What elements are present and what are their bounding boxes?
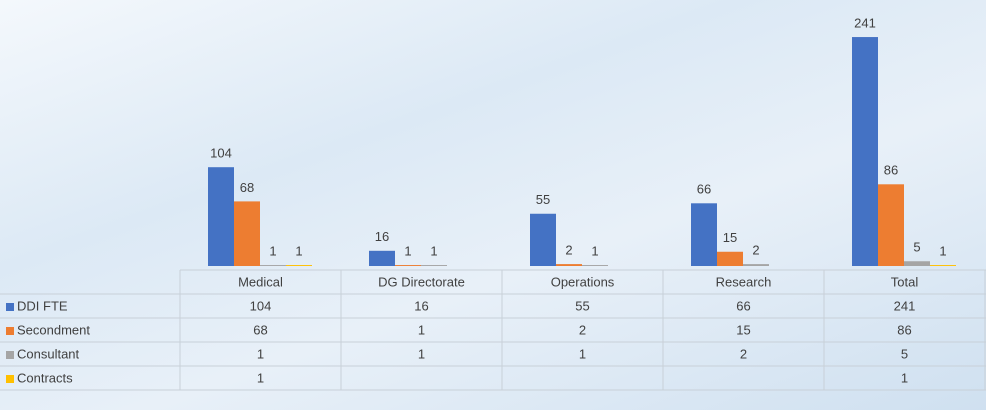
data-label: 16 (375, 229, 389, 244)
data-label: 241 (854, 15, 876, 30)
data-label: 1 (591, 243, 598, 258)
category-label: Research (716, 274, 772, 289)
bar (286, 265, 312, 266)
data-label: 2 (565, 243, 572, 258)
table-value: 86 (897, 322, 911, 337)
legend-label: Secondment (17, 322, 90, 337)
category-label: Total (891, 274, 919, 289)
legend-key (6, 375, 14, 383)
data-label: 104 (210, 146, 232, 161)
bar (395, 265, 421, 266)
table-value: 16 (414, 298, 428, 313)
bar (582, 265, 608, 266)
table-value: 2 (579, 322, 586, 337)
data-label: 2 (752, 243, 759, 258)
data-label: 55 (536, 192, 550, 207)
bar (743, 264, 769, 266)
table-value: 104 (250, 298, 272, 313)
table-value: 55 (575, 298, 589, 313)
legend-key (6, 327, 14, 335)
category-label: Medical (238, 274, 283, 289)
bar (691, 203, 717, 266)
bar (234, 201, 260, 266)
data-label: 1 (269, 243, 276, 258)
bar (878, 184, 904, 266)
data-label: 5 (913, 240, 920, 255)
table-value: 68 (253, 322, 267, 337)
table-value: 1 (418, 322, 425, 337)
bar (717, 251, 743, 266)
data-label: 1 (430, 243, 437, 258)
data-label: 66 (697, 182, 711, 197)
bar (369, 250, 395, 266)
table-value: 15 (736, 322, 750, 337)
legend-label: DDI FTE (17, 298, 68, 313)
data-label: 15 (723, 230, 737, 245)
bar (904, 261, 930, 266)
table-value: 1 (257, 370, 264, 385)
table-value: 1 (901, 370, 908, 385)
bar (556, 264, 582, 266)
table-value: 1 (418, 346, 425, 361)
table-value: 66 (736, 298, 750, 313)
bar (208, 167, 234, 266)
bar (930, 265, 956, 266)
table-value: 1 (579, 346, 586, 361)
table-value: 2 (740, 346, 747, 361)
data-label: 68 (240, 180, 254, 195)
legend-label: Consultant (17, 346, 80, 361)
table-value: 241 (894, 298, 916, 313)
table-value: 5 (901, 346, 908, 361)
data-label: 86 (884, 163, 898, 178)
data-label: 1 (295, 243, 302, 258)
data-label: 1 (404, 243, 411, 258)
bar (530, 213, 556, 266)
legend-label: Contracts (17, 370, 73, 385)
bar (260, 265, 286, 266)
data-label: 1 (939, 243, 946, 258)
legend-key (6, 303, 14, 311)
bar (852, 37, 878, 266)
bar (421, 265, 447, 266)
category-label: DG Directorate (378, 274, 465, 289)
category-label: Operations (551, 274, 615, 289)
table-value: 1 (257, 346, 264, 361)
legend-key (6, 351, 14, 359)
